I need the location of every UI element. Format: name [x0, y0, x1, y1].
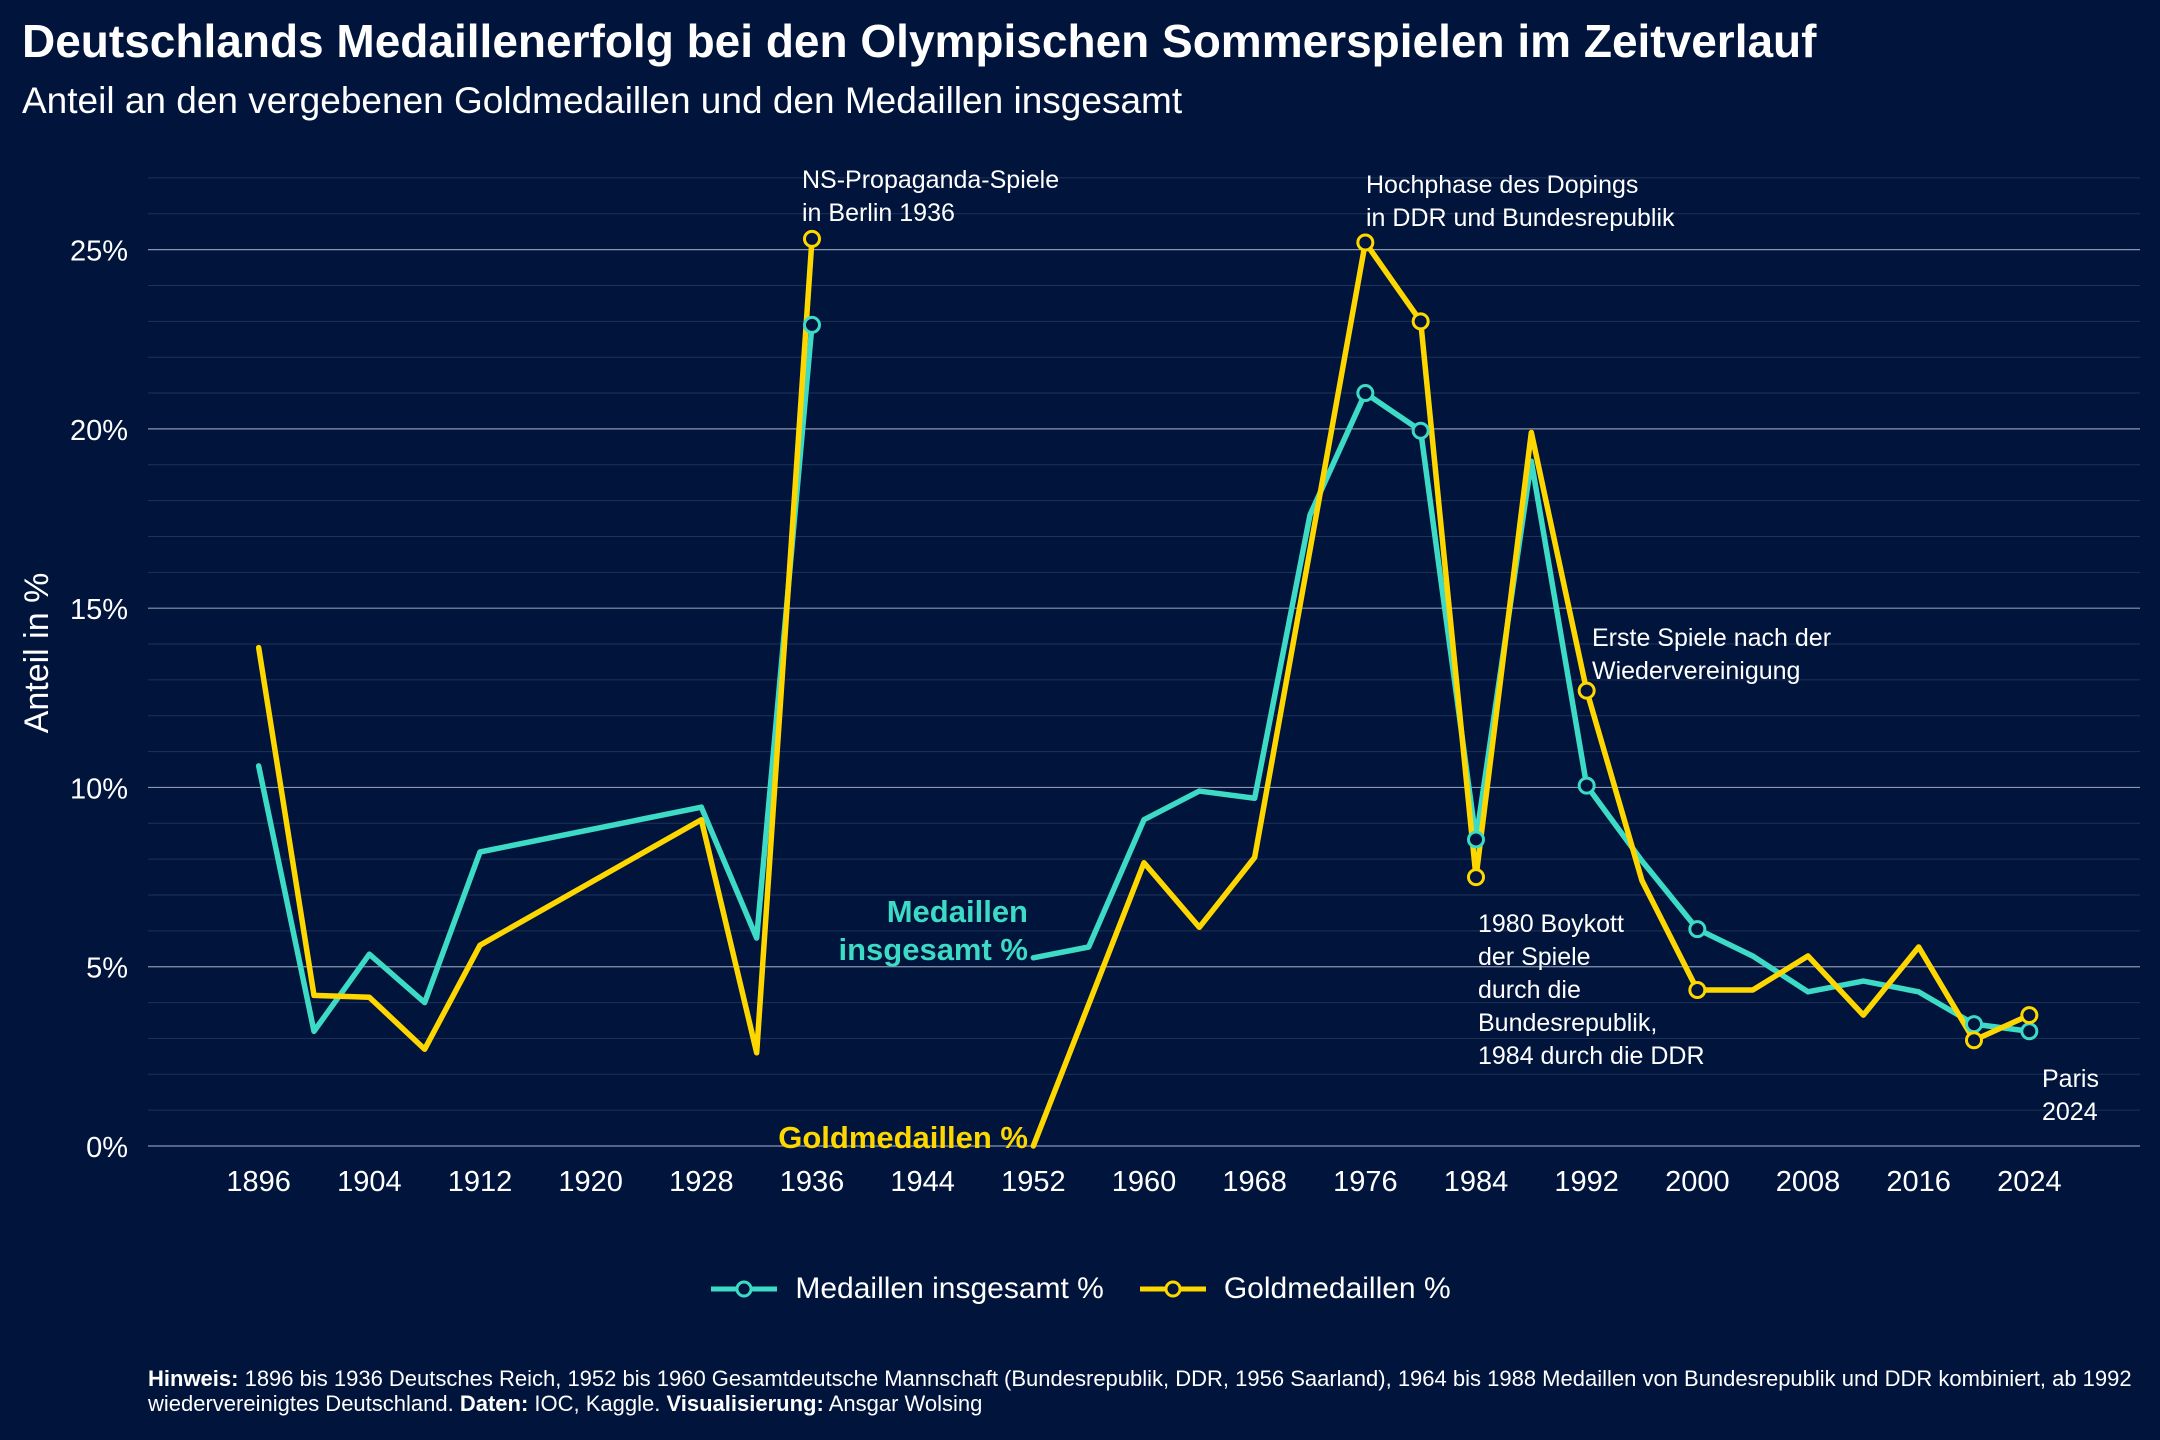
series — [255, 229, 2039, 1149]
note-daten-label: Daten: — [459, 1391, 529, 1416]
x-tick-label: 1976 — [1333, 1166, 1398, 1198]
y-tick-label: 10% — [70, 773, 128, 805]
chart-subtitle: Anteil an den vergebenen Goldmedaillen u… — [22, 80, 1183, 121]
annotation-text: in Berlin 1936 — [802, 199, 955, 227]
annotation-text: Paris — [2042, 1065, 2099, 1093]
annotation-text: Erste Spiele nach der — [1592, 624, 1831, 652]
x-tick-label: 1992 — [1554, 1166, 1619, 1198]
annotation-text: 1980 Boykott — [1478, 910, 1624, 938]
note-hinweis-text: 1896 bis 1936 Deutsches Reich, 1952 bis … — [148, 1366, 2132, 1416]
y-tick-label: 25% — [70, 236, 128, 268]
footnote: Hinweis: 1896 bis 1936 Deutsches Reich, … — [148, 1366, 2138, 1416]
series-line-gold — [255, 236, 815, 1056]
note-vis-text: Ansgar Wolsing — [823, 1391, 983, 1416]
x-tick-label: 1936 — [780, 1166, 845, 1198]
grid — [148, 177, 2140, 1147]
annotation-text: 2024 — [2042, 1098, 2098, 1126]
y-tick-label: 0% — [86, 1132, 128, 1164]
annotation-text: NS-Propaganda-Spiele — [802, 166, 1059, 194]
data-point-gold — [1965, 1031, 1983, 1050]
x-tick-label: 1912 — [448, 1166, 513, 1198]
x-tick-label: 1920 — [558, 1166, 623, 1198]
x-tick-label: 1984 — [1444, 1166, 1509, 1198]
data-point-total — [1356, 384, 1375, 403]
data-point-gold — [2020, 1006, 2039, 1025]
annotation-text: der Spiele — [1478, 943, 1591, 971]
data-point-total — [1467, 830, 1485, 849]
note-hinweis-label: Hinweis: — [148, 1366, 239, 1391]
data-point-total — [1688, 920, 1707, 939]
data-point-total — [803, 315, 821, 334]
data-point-gold — [1467, 868, 1485, 887]
annotation-text: Wiedervereinigung — [1592, 657, 1800, 685]
data-point-total — [1965, 1015, 1983, 1034]
data-point-total — [1577, 776, 1596, 795]
data-point-total — [1411, 421, 1430, 440]
note-daten-text: IOC, Kaggle. — [528, 1391, 667, 1416]
y-axis-label: Anteil in % — [18, 573, 56, 734]
annotation-text: durch die — [1478, 976, 1581, 1004]
x-tick-label: 1904 — [337, 1166, 402, 1198]
y-tick-label: 20% — [70, 415, 128, 447]
series-line-total — [255, 322, 815, 1035]
series-inline-label-total: insgesamt % — [838, 932, 1028, 967]
y-tick-label: 15% — [70, 594, 128, 626]
x-tick-label: 2000 — [1665, 1166, 1730, 1198]
series-inline-label-gold: Goldmedaillen % — [778, 1120, 1028, 1155]
x-tick-label: 2016 — [1886, 1166, 1951, 1198]
data-point-gold — [803, 229, 821, 248]
chart-title: Deutschlands Medaillenerfolg bei den Oly… — [22, 15, 1817, 67]
legend-label-gold: Goldmedaillen % — [1223, 1272, 1451, 1305]
data-point-gold — [1411, 312, 1430, 331]
legend-swatch-gold — [1139, 1280, 1206, 1298]
x-tick-label: 2008 — [1776, 1166, 1841, 1198]
x-tick-label: 1968 — [1222, 1166, 1287, 1198]
annotation-text: in DDR und Bundesrepublik — [1366, 204, 1675, 232]
data-point-gold — [1356, 233, 1375, 252]
x-tick-label: 1952 — [1001, 1166, 1066, 1198]
note-vis-label: Visualisierung: — [666, 1391, 824, 1416]
x-tick-label: 1944 — [890, 1166, 955, 1198]
data-point-gold — [1688, 981, 1707, 1000]
legend-item-total[interactable]: Medaillen insgesamt % — [709, 1272, 1104, 1306]
annotation-text: Bundesrepublik, — [1478, 1009, 1657, 1037]
x-tick-label: 2024 — [1997, 1166, 2062, 1198]
series-inline-label-total: Medaillen — [887, 894, 1028, 929]
legend: Medaillen insgesamt % Goldmedaillen % — [0, 1272, 2160, 1306]
x-tick-label: 1928 — [669, 1166, 734, 1198]
data-point-total — [2020, 1022, 2039, 1041]
x-tick-label: 1896 — [226, 1166, 291, 1198]
x-tick-label: 1960 — [1112, 1166, 1177, 1198]
axes: 0% 5% 10% 15% 20% 25% 1896 1904 1912 1920 1928 1936… — [18, 236, 2062, 1198]
data-point-gold — [1577, 681, 1596, 700]
legend-swatch-total — [711, 1280, 778, 1298]
legend-label-total: Medaillen insgesamt % — [795, 1272, 1104, 1305]
legend-item-gold[interactable]: Goldmedaillen % — [1138, 1272, 1451, 1306]
annotation-text: Hochphase des Dopings — [1366, 171, 1638, 199]
y-tick-label: 5% — [86, 953, 128, 985]
annotation-text: 1984 durch die DDR — [1478, 1042, 1705, 1070]
series-line-total — [1030, 390, 2033, 1035]
